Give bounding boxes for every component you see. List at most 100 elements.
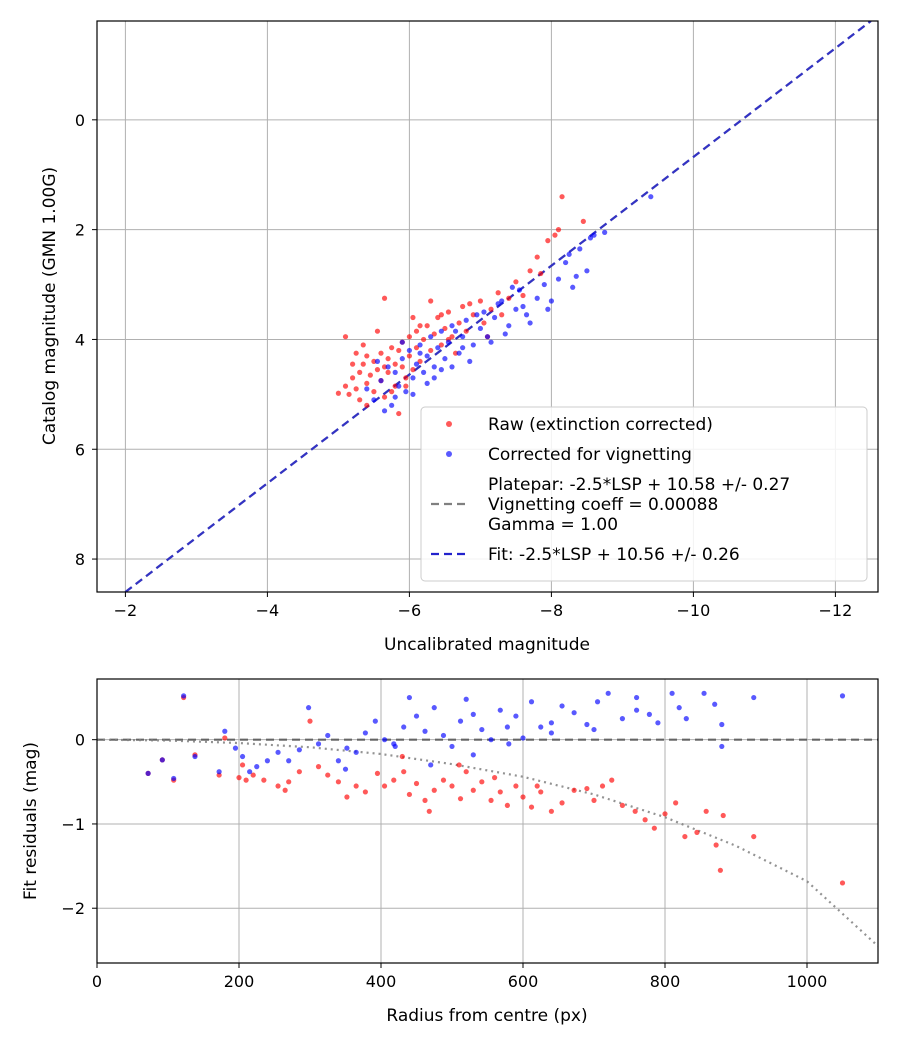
- data-point: [506, 323, 512, 329]
- data-point: [350, 375, 356, 381]
- data-point: [392, 361, 398, 367]
- data-point: [534, 783, 540, 789]
- data-point: [477, 298, 483, 304]
- y-tick-label: 6: [75, 440, 85, 459]
- data-point: [325, 772, 331, 778]
- data-point: [410, 367, 416, 373]
- data-point: [350, 361, 356, 367]
- data-point: [353, 386, 359, 392]
- data-point: [577, 246, 583, 252]
- bottom-x-axis-label: Radius from centre (px): [386, 1006, 587, 1026]
- x-tick-label: −10: [677, 601, 711, 620]
- x-tick-label: −12: [819, 601, 853, 620]
- data-point: [421, 336, 427, 343]
- data-point: [192, 753, 198, 760]
- data-point: [499, 298, 505, 304]
- data-point: [360, 342, 366, 348]
- data-point: [545, 306, 551, 312]
- data-point: [275, 749, 281, 755]
- data-point: [374, 358, 381, 365]
- data-point: [428, 298, 434, 304]
- data-point: [839, 880, 846, 886]
- x-tick-label: −6: [398, 601, 422, 620]
- data-point: [282, 787, 288, 793]
- data-point: [399, 364, 405, 370]
- data-point: [545, 238, 551, 244]
- data-point: [605, 690, 611, 696]
- data-point: [538, 270, 544, 277]
- x-tick-label: 0: [92, 972, 102, 991]
- data-point: [609, 777, 615, 783]
- data-point: [646, 711, 652, 717]
- y-tick-label: 8: [75, 550, 85, 569]
- bottom-y-axis-label: Fit residuals (mag): [21, 742, 41, 900]
- data-point: [305, 705, 312, 711]
- data-point: [315, 741, 322, 747]
- data-point: [239, 753, 246, 760]
- series-line: [124, 21, 872, 592]
- data-point: [413, 361, 420, 367]
- data-point: [378, 350, 384, 356]
- data-point: [703, 808, 709, 814]
- data-point: [463, 328, 469, 334]
- data-point: [495, 301, 501, 307]
- data-point: [470, 787, 476, 793]
- data-point: [502, 331, 508, 337]
- data-point: [440, 777, 447, 783]
- x-tick-label: −4: [256, 601, 280, 620]
- data-point: [413, 780, 420, 787]
- data-point: [488, 306, 494, 312]
- data-point: [594, 699, 601, 705]
- data-point: [712, 701, 718, 707]
- legend-marker: [446, 421, 452, 427]
- data-point: [527, 320, 533, 326]
- data-point: [392, 743, 398, 750]
- data-point: [513, 783, 519, 789]
- data-point: [481, 320, 487, 326]
- data-point: [449, 334, 455, 340]
- data-point: [456, 762, 462, 768]
- data-point: [181, 693, 187, 699]
- data-point: [555, 227, 562, 233]
- data-point: [401, 724, 407, 730]
- data-point: [325, 732, 331, 739]
- data-point: [571, 710, 577, 716]
- data-point: [428, 347, 434, 354]
- data-point: [353, 783, 359, 789]
- data-point: [516, 287, 523, 293]
- data-point: [470, 752, 476, 758]
- data-point: [449, 364, 455, 370]
- data-point: [442, 325, 448, 332]
- data-point: [426, 808, 432, 814]
- data-point: [435, 314, 441, 321]
- data-point: [428, 762, 434, 768]
- data-point: [492, 314, 498, 321]
- data-point: [513, 306, 519, 312]
- data-point: [445, 309, 452, 315]
- data-point: [254, 764, 260, 770]
- data-point: [566, 251, 572, 257]
- data-point: [250, 772, 256, 778]
- data-point: [442, 356, 448, 362]
- data-point: [381, 737, 388, 743]
- data-point: [431, 705, 437, 711]
- data-point: [528, 804, 535, 810]
- data-point: [171, 775, 177, 782]
- data-point: [694, 829, 700, 835]
- data-point: [403, 383, 409, 389]
- data-point: [357, 397, 363, 403]
- data-point: [584, 268, 590, 274]
- data-point: [346, 391, 352, 397]
- data-point: [378, 378, 384, 384]
- data-point: [497, 789, 503, 795]
- data-point: [342, 766, 349, 772]
- data-point: [431, 787, 437, 793]
- legend-box: [420, 406, 868, 582]
- data-point: [344, 794, 350, 800]
- data-point: [381, 408, 388, 414]
- data-point: [438, 342, 444, 348]
- data-point: [538, 789, 544, 795]
- data-point: [360, 361, 366, 367]
- data-point: [591, 726, 597, 733]
- data-point: [399, 753, 405, 760]
